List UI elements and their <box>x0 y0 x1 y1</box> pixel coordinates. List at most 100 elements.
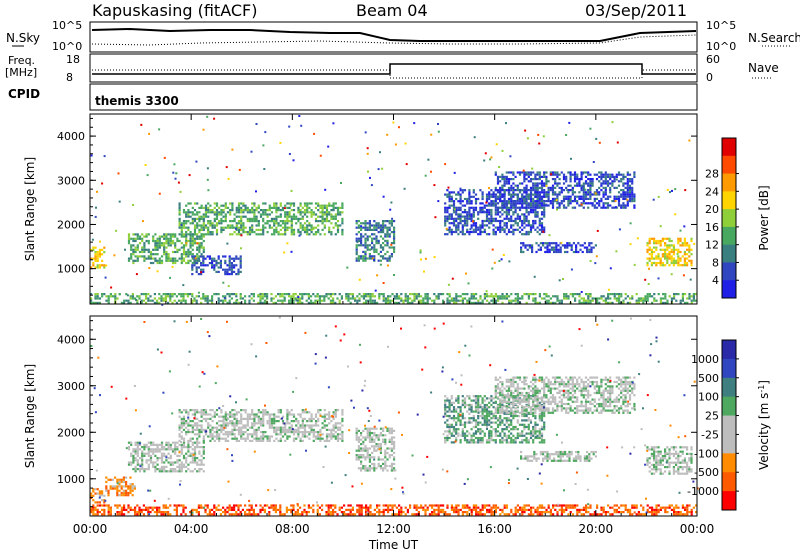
data-pixel <box>202 262 205 265</box>
data-pixel <box>618 297 621 300</box>
data-pixel <box>524 244 527 247</box>
data-pixel <box>187 255 190 258</box>
data-pixel <box>262 435 265 438</box>
data-pixel <box>556 295 559 298</box>
data-pixel <box>550 242 553 245</box>
data-pixel <box>237 433 241 436</box>
data-pixel <box>200 237 203 240</box>
data-pixel <box>648 253 651 256</box>
data-pixel <box>266 413 269 416</box>
data-pixel <box>222 215 225 218</box>
data-pixel <box>171 235 175 238</box>
data-pixel <box>209 435 212 438</box>
data-pixel <box>683 259 686 262</box>
data-pixel <box>209 409 212 412</box>
data-pixel <box>525 233 528 236</box>
data-pixel <box>690 253 693 256</box>
data-pixel <box>382 438 385 441</box>
data-pixel <box>357 440 360 443</box>
data-pixel <box>200 217 203 220</box>
data-pixel <box>598 193 601 196</box>
data-pixel <box>540 197 544 200</box>
data-pixel <box>582 191 585 194</box>
data-pixel <box>371 440 374 443</box>
data-pixel <box>355 248 358 251</box>
data-pixel <box>120 491 123 495</box>
data-pixel <box>536 200 539 203</box>
data-pixel <box>496 180 500 183</box>
data-pixel <box>109 487 112 490</box>
data-pixel <box>483 295 486 298</box>
data-pixel <box>402 299 405 302</box>
data-pixel <box>198 450 201 453</box>
data-pixel <box>501 293 504 296</box>
data-pixel <box>189 253 192 256</box>
data-pixel <box>198 463 201 466</box>
data-pixel <box>393 436 396 439</box>
data-pixel <box>136 235 139 238</box>
data-pixel <box>220 437 223 440</box>
data-pixel <box>527 173 530 176</box>
data-pixel <box>237 215 241 218</box>
data-pixel <box>286 228 289 231</box>
data-pixel <box>292 213 296 216</box>
data-pixel <box>686 264 689 267</box>
data-pixel <box>516 184 519 187</box>
data-pixel <box>114 476 117 479</box>
data-pixel <box>503 224 506 227</box>
data-pixel <box>292 297 295 300</box>
data-pixel <box>180 242 183 245</box>
data-pixel <box>301 426 304 429</box>
data-pixel <box>200 446 203 449</box>
data-pixel <box>569 180 572 183</box>
data-pixel <box>136 237 139 240</box>
data-pixel <box>472 228 475 231</box>
data-pixel <box>226 206 230 209</box>
data-pixel <box>512 171 515 174</box>
data-pixel <box>211 295 214 298</box>
noise-point <box>582 185 585 188</box>
data-pixel <box>215 422 219 425</box>
data-pixel <box>382 297 385 300</box>
data-pixel <box>176 448 179 451</box>
data-pixel <box>347 295 350 298</box>
noise-point <box>445 227 448 230</box>
data-pixel <box>468 191 471 194</box>
data-pixel <box>189 211 192 214</box>
data-pixel <box>620 195 623 198</box>
data-pixel <box>512 200 515 203</box>
data-pixel <box>317 424 320 427</box>
data-pixel <box>368 248 371 251</box>
data-pixel <box>171 295 174 298</box>
data-pixel <box>323 417 326 420</box>
data-pixel <box>444 410 447 413</box>
data-pixel <box>207 209 210 212</box>
data-pixel <box>134 465 137 468</box>
data-pixel <box>492 219 495 223</box>
data-pixel <box>178 202 181 205</box>
data-pixel <box>204 428 208 431</box>
data-pixel <box>393 429 396 432</box>
data-pixel <box>224 295 227 298</box>
data-pixel <box>284 231 287 234</box>
data-pixel <box>360 434 363 437</box>
data-pixel <box>314 435 318 438</box>
data-pixel <box>521 182 524 185</box>
data-pixel <box>330 437 333 440</box>
data-pixel <box>393 301 396 304</box>
data-pixel <box>251 211 254 214</box>
data-pixel <box>585 301 588 304</box>
data-pixel <box>213 266 216 269</box>
data-pixel <box>98 501 101 504</box>
data-pixel <box>259 299 262 302</box>
data-pixel <box>600 206 603 209</box>
data-pixel <box>357 259 360 262</box>
data-pixel <box>426 293 429 296</box>
data-pixel <box>411 301 414 304</box>
data-pixel <box>332 426 335 429</box>
data-pixel <box>336 433 340 436</box>
data-pixel <box>149 454 153 457</box>
data-pixel <box>169 297 172 300</box>
data-pixel <box>156 448 159 451</box>
data-pixel <box>606 182 610 185</box>
